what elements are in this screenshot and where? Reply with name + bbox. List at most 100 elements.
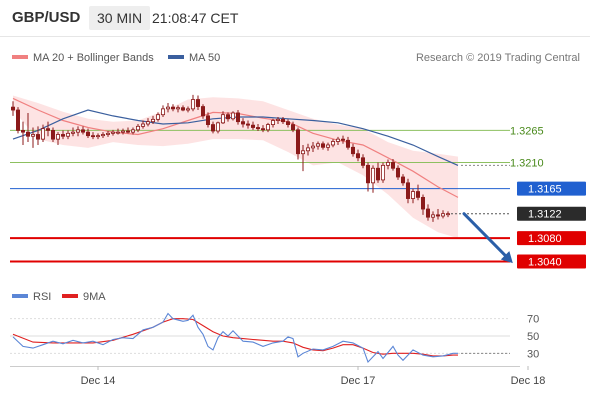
candle-body [145,121,150,125]
candle-body [41,128,46,140]
candle-body [335,138,340,142]
candle-body [25,131,30,137]
timeframe-selector[interactable]: 30 MIN [89,6,151,30]
candle-body [365,164,370,184]
ma20-legend-swatch [12,55,28,59]
candle-body [235,112,240,123]
candle-body [255,127,260,130]
candle-body [195,99,200,107]
candle-body [290,124,295,131]
candle-body [375,167,380,181]
candle-body [61,134,66,137]
candle-body [420,196,425,210]
candle-body [190,99,195,110]
resistance-1-label: 1.3210 [510,157,544,169]
x-tick-label: Dec 17 [341,375,376,387]
candle-body [185,108,190,111]
candle-body [435,214,440,217]
candle-body [275,118,280,121]
rsi-legend-swatch [12,294,28,298]
candle-body [320,143,325,148]
candle-body [86,131,91,137]
candle-body [36,134,41,140]
candle-body [175,107,180,110]
candle-body [220,114,225,124]
candle-body [170,106,175,110]
rsi-legend-label: RSI [33,291,51,303]
candle-body [71,131,76,134]
support-1-label-box [517,231,586,246]
candle-body [240,121,245,125]
candle-body [295,129,300,155]
candle-body [285,121,290,125]
candle-body [305,147,310,152]
candle-body [340,138,345,141]
candle-body [260,128,265,131]
candle-body [325,144,330,148]
candle-body [350,146,355,155]
current-price-label-box [517,206,586,221]
rsi-ma9-line [12,318,458,357]
candle-body [160,108,165,116]
resistance-2-label: 1.3265 [510,125,544,137]
ma9-legend-label: 9MA [83,291,106,303]
pivot-label: 1.3165 [528,184,562,196]
candle-body [430,214,435,218]
chart-header: GBP/USD 30 MIN 21:08:47 CET [0,0,590,36]
candle-body [310,145,315,149]
ma9-legend-swatch [62,294,78,298]
candle-body [135,125,140,131]
candle-body [215,122,220,132]
candle-body [155,114,160,120]
current-price-label: 1.3122 [528,209,562,221]
candle-body [150,118,155,123]
candle-body [360,157,365,166]
candle-body [81,129,86,133]
candle-body [210,124,215,132]
server-time: 21:08:47 CET [152,10,239,26]
candle-body [121,130,126,133]
candle-body [355,153,360,159]
rsi-tick-label: 70 [527,314,539,326]
candle-body [400,176,405,184]
ma50-legend-label: MA 50 [189,52,220,64]
candle-body [280,118,285,123]
candle-body [56,134,61,140]
candle-body [250,124,255,128]
candle-body [205,115,210,125]
ma50-legend-swatch [168,55,184,59]
candle-body [370,167,375,184]
candle-body [20,130,25,133]
candle-body [180,107,185,111]
support-2-label-box [517,254,586,269]
candle-body [200,106,205,117]
candle-body [76,129,81,133]
candle-body [106,132,111,135]
ma20-legend-label: MA 20 + Bollinger Bands [33,52,154,64]
x-axis: Dec 14 Dec 17 Dec 18 [81,366,545,387]
candle-body [130,129,135,133]
candle-body [410,191,415,199]
candle-body [390,162,395,169]
candle-body [230,112,235,120]
candle-body [345,139,350,148]
candle-body [140,123,145,127]
candle-body [315,143,320,147]
support-2-label: 1.3040 [528,256,562,268]
forecast-arrow-shaft [462,212,512,262]
main-plot: 1.3265 1.3210 1.3165 1.3122 1.3080 1.3040 [10,94,586,269]
candle-body [101,134,106,137]
candle-body [165,106,170,110]
candle-body [91,135,96,138]
candle-body [245,123,250,126]
pivot-label-box [517,181,586,196]
rsi-line [12,312,458,364]
candle-body [425,208,430,218]
copyright-credit: Research © 2019 Trading Central [416,52,580,64]
candle-body [10,106,15,111]
candle-body [300,150,305,155]
candle-body [15,109,20,131]
rsi-tick-label: 50 [527,331,539,343]
